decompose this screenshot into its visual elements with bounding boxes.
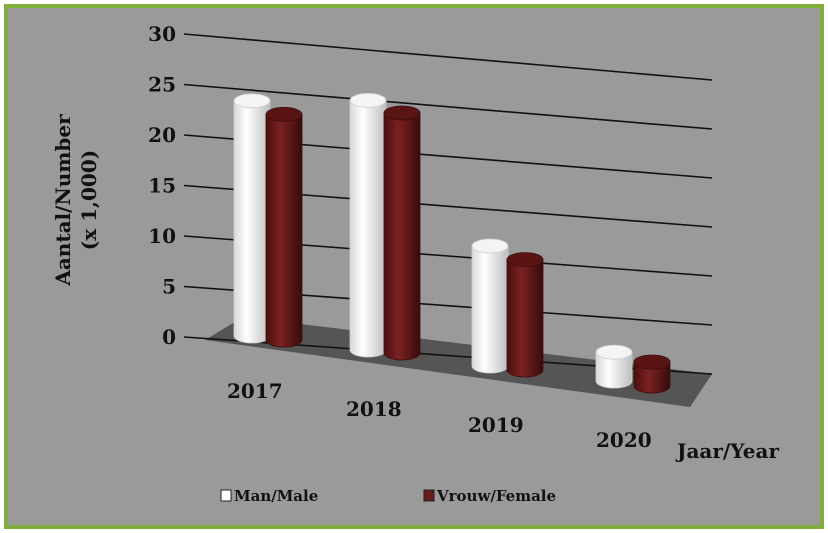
y-tick-label: 5 [162,275,176,299]
legend-swatch-female [423,489,435,502]
y-tick-label: 0 [162,325,176,349]
x-axis-title: Jaar/Year [675,439,779,463]
y-tick-label: 15 [148,174,176,198]
gridline [183,33,713,81]
x-tick-label: 2019 [468,413,524,437]
gridline [183,83,713,130]
x-tick-label: 2017 [227,379,283,403]
bar-female-2020 [633,354,671,394]
legend-label-male: Man/Male [234,487,318,505]
legend-label-female: Vrouw/Female [436,487,556,505]
bar-male-2019 [471,238,509,374]
x-tick-label: 2020 [596,428,652,452]
bar-female-2019 [506,252,544,378]
y-tick-label: 20 [148,123,176,147]
y-tick-label: 25 [148,73,176,97]
bar-male-2017 [233,93,271,344]
y-axis-title: Aantal/Number [51,114,75,287]
y-tick-label: 30 [148,22,176,46]
bar-female-2018 [383,105,421,361]
legend-swatch-male [220,489,232,502]
legend: Man/Male Vrouw/Female [220,487,556,505]
chart-floor [205,317,712,407]
y-tick-label: 10 [148,224,176,248]
y-axis-unit: (x 1,000) [77,150,101,250]
bar-male-2018 [349,93,387,358]
bar-male-2020 [595,344,633,389]
bar-female-2017 [265,107,303,348]
x-tick-label: 2018 [346,397,402,421]
